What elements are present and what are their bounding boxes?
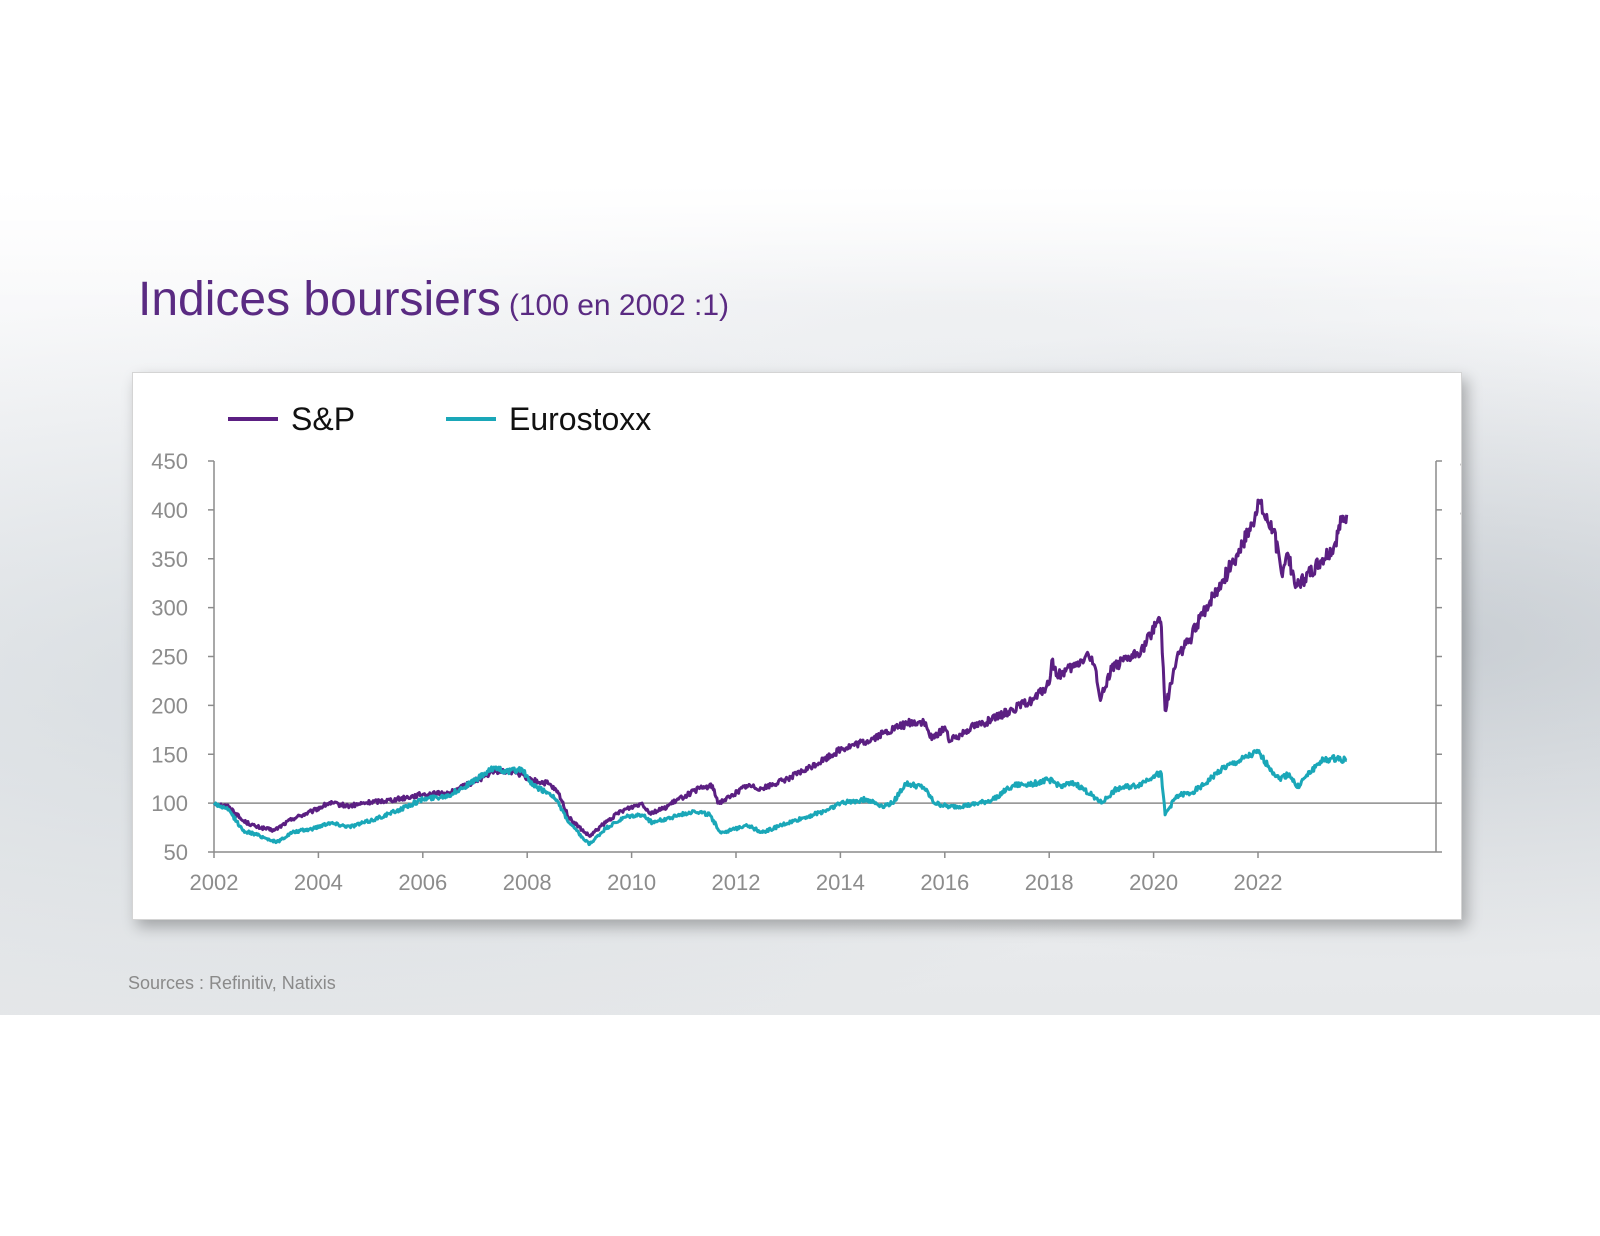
legend-label-sp: S&P [291,401,355,437]
y-tick-label-left: 100 [151,791,188,816]
series-line-eurostoxx [212,748,1348,847]
x-tick-label: 2018 [1025,870,1074,895]
y-tick-label-right: 150 [1460,742,1461,767]
y-tick-label-left: 300 [151,596,188,621]
y-tick-label-right: 100 [1460,791,1461,816]
x-tick-label: 2006 [398,870,447,895]
x-tick-label: 2012 [712,870,761,895]
y-tick-label-left: 250 [151,645,188,670]
x-tick-label: 2022 [1234,870,1283,895]
y-tick-label-right: 250 [1460,645,1461,670]
y-tick-label-left: 450 [151,449,188,474]
x-tick-label: 2008 [503,870,552,895]
chart-legend: S&P Eurostoxx [228,401,651,437]
title-main: Indices boursiers [138,273,501,326]
x-tick-label: 2004 [294,870,343,895]
chart-panel: S&P Eurostoxx 50 50 100 100 150 150 200 200 250 25… [132,372,1462,920]
chart-title: Indices boursiers (100 en 2002 :1) [138,272,729,327]
y-tick-label-left: 350 [151,547,188,572]
y-tick-label-right: 350 [1460,547,1461,572]
y-tick-label-right: 300 [1460,596,1461,621]
source-note: Sources : Refinitiv, Natixis [128,973,336,993]
title-subtitle: (100 en 2002 :1) [508,289,730,322]
background-fade [0,185,1600,305]
y-tick-label-left: 400 [151,498,188,523]
y-tick-label-left: 150 [151,742,188,767]
x-tick-label: 2010 [607,870,656,895]
y-tick-label-right: 200 [1460,693,1461,718]
x-tick-label: 2020 [1129,870,1178,895]
y-tick-label-right: 450 [1460,449,1461,474]
y-tick-label-left: 200 [151,693,188,718]
y-tick-label-right: 400 [1460,498,1461,523]
x-tick-label: 2016 [920,870,969,895]
series-line-sp [213,498,1349,838]
legend-label-eurostoxx: Eurostoxx [509,401,651,437]
x-tick-label: 2002 [190,870,239,895]
chart-series [212,498,1349,847]
x-tick-label: 2014 [816,870,865,895]
y-tick-label-right: 50 [1460,840,1461,865]
line-chart: S&P Eurostoxx 50 50 100 100 150 150 200 200 250 25… [151,401,1461,895]
y-tick-label-left: 50 [164,840,188,865]
